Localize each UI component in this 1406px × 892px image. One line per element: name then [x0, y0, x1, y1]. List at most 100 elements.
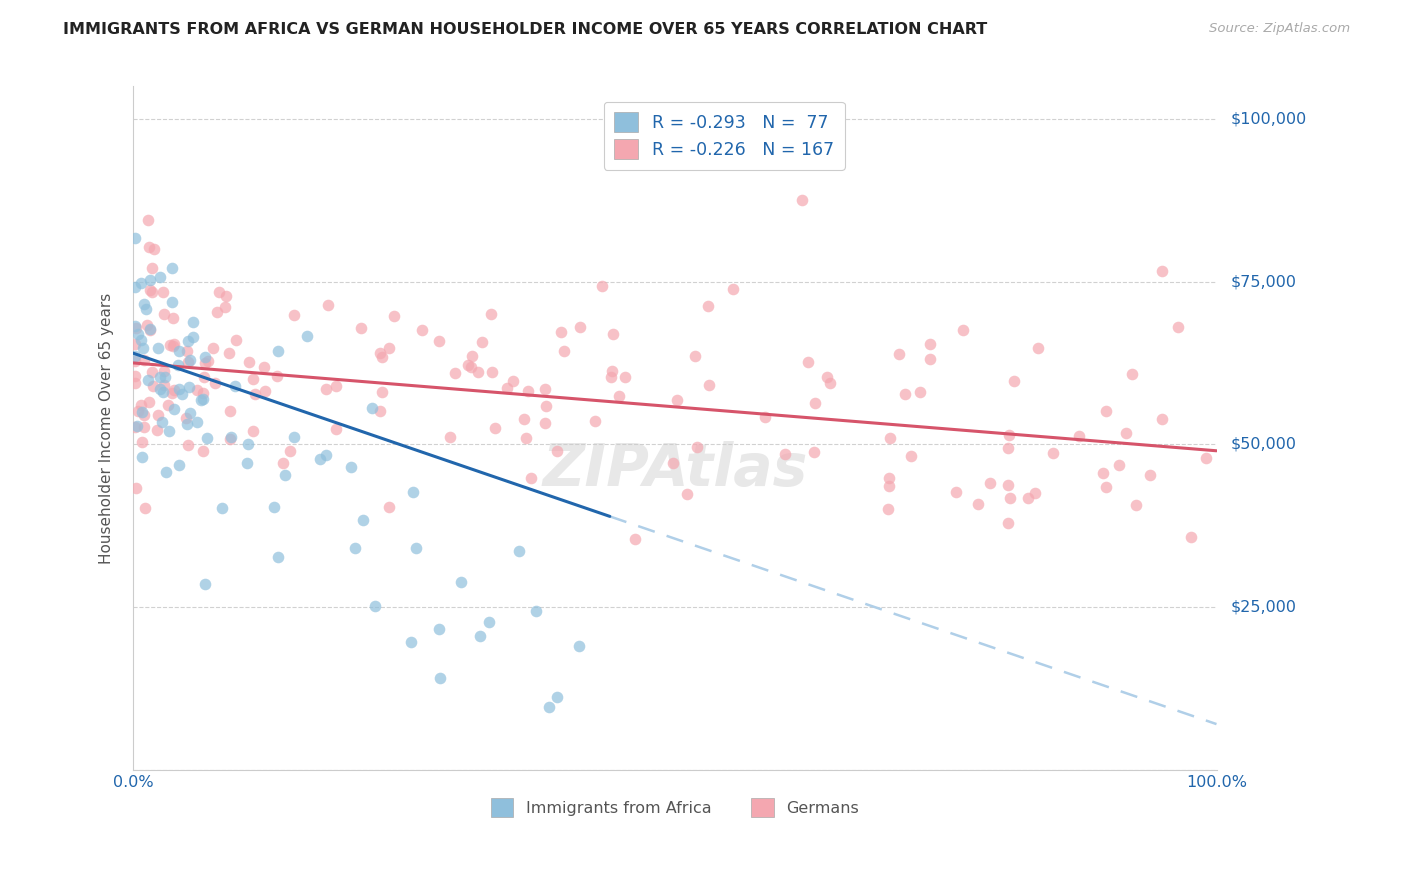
Point: [205, 305, 228, 319]
Point: [139, 323, 162, 337]
Point: [136, 318, 159, 333]
Point: [174, 410, 197, 425]
Point: [600, 369, 623, 384]
Point: [267, 550, 290, 565]
Point: [148, 341, 170, 355]
Point: [998, 427, 1021, 442]
Point: [138, 373, 160, 387]
Point: [1115, 425, 1137, 440]
Point: [194, 350, 217, 364]
Point: [429, 672, 451, 686]
Point: [242, 372, 264, 386]
Point: [208, 285, 231, 299]
Point: [267, 344, 290, 359]
Point: [170, 387, 193, 401]
Text: IMMIGRANTS FROM AFRICA VS GERMAN HOUSEHOLDER INCOME OVER 65 YEARS CORRELATION CH: IMMIGRANTS FROM AFRICA VS GERMAN HOUSEHO…: [63, 22, 987, 37]
Point: [141, 365, 163, 379]
Point: [155, 465, 177, 479]
Point: [1042, 446, 1064, 460]
Point: [149, 369, 172, 384]
Point: [371, 350, 394, 364]
Point: [152, 415, 174, 429]
Point: [1002, 374, 1025, 388]
Point: [721, 282, 744, 296]
Point: [162, 311, 184, 326]
Point: [371, 384, 394, 399]
Point: [467, 365, 489, 379]
Point: [190, 392, 212, 407]
Point: [138, 239, 160, 253]
Text: $100,000: $100,000: [1230, 112, 1306, 127]
Point: [450, 574, 472, 589]
Point: [894, 387, 917, 401]
Point: [350, 321, 373, 335]
Point: [1095, 403, 1118, 417]
Point: [439, 430, 461, 444]
Point: [131, 434, 153, 449]
Point: [167, 383, 190, 397]
Point: [513, 411, 536, 425]
Point: [163, 336, 186, 351]
Point: [131, 405, 153, 419]
Point: [676, 486, 699, 500]
Point: [879, 431, 901, 445]
Point: [471, 334, 494, 349]
Point: [378, 500, 401, 514]
Point: [138, 395, 160, 409]
Point: [908, 384, 931, 399]
Point: [169, 344, 191, 359]
Point: [181, 330, 204, 344]
Point: [193, 385, 215, 400]
Point: [568, 319, 591, 334]
Point: [1000, 491, 1022, 505]
Point: [195, 431, 218, 445]
Point: [918, 351, 941, 366]
Point: [127, 326, 149, 341]
Point: [524, 604, 547, 618]
Point: [382, 309, 405, 323]
Point: [132, 420, 155, 434]
Point: [124, 420, 146, 434]
Point: [1139, 468, 1161, 483]
Text: ZIPAtlas: ZIPAtlas: [543, 441, 807, 498]
Point: [177, 438, 200, 452]
Point: [900, 449, 922, 463]
Point: [214, 301, 236, 315]
Point: [201, 341, 224, 355]
Point: [1017, 491, 1039, 506]
Point: [253, 384, 276, 398]
Point: [181, 315, 204, 329]
Point: [193, 444, 215, 458]
Point: [427, 622, 450, 636]
Point: [177, 334, 200, 348]
Point: [186, 415, 208, 429]
Point: [607, 389, 630, 403]
Point: [325, 378, 347, 392]
Point: [613, 370, 636, 384]
Point: [516, 384, 538, 399]
Point: [194, 577, 217, 591]
Point: [1195, 451, 1218, 466]
Point: [495, 381, 517, 395]
Point: [129, 277, 152, 291]
Point: [363, 599, 385, 614]
Point: [1180, 529, 1202, 543]
Point: [155, 369, 177, 384]
Point: [125, 482, 148, 496]
Point: [124, 321, 146, 335]
Point: [1026, 341, 1049, 355]
Point: [553, 343, 575, 358]
Point: [876, 501, 898, 516]
Point: [162, 339, 184, 353]
Point: [146, 423, 169, 437]
Point: [191, 392, 214, 407]
Point: [315, 448, 337, 462]
Point: [343, 541, 366, 555]
Point: [592, 279, 614, 293]
Point: [283, 430, 305, 444]
Point: [546, 690, 568, 705]
Point: [253, 360, 276, 375]
Point: [283, 308, 305, 322]
Point: [318, 298, 340, 312]
Point: [153, 364, 176, 378]
